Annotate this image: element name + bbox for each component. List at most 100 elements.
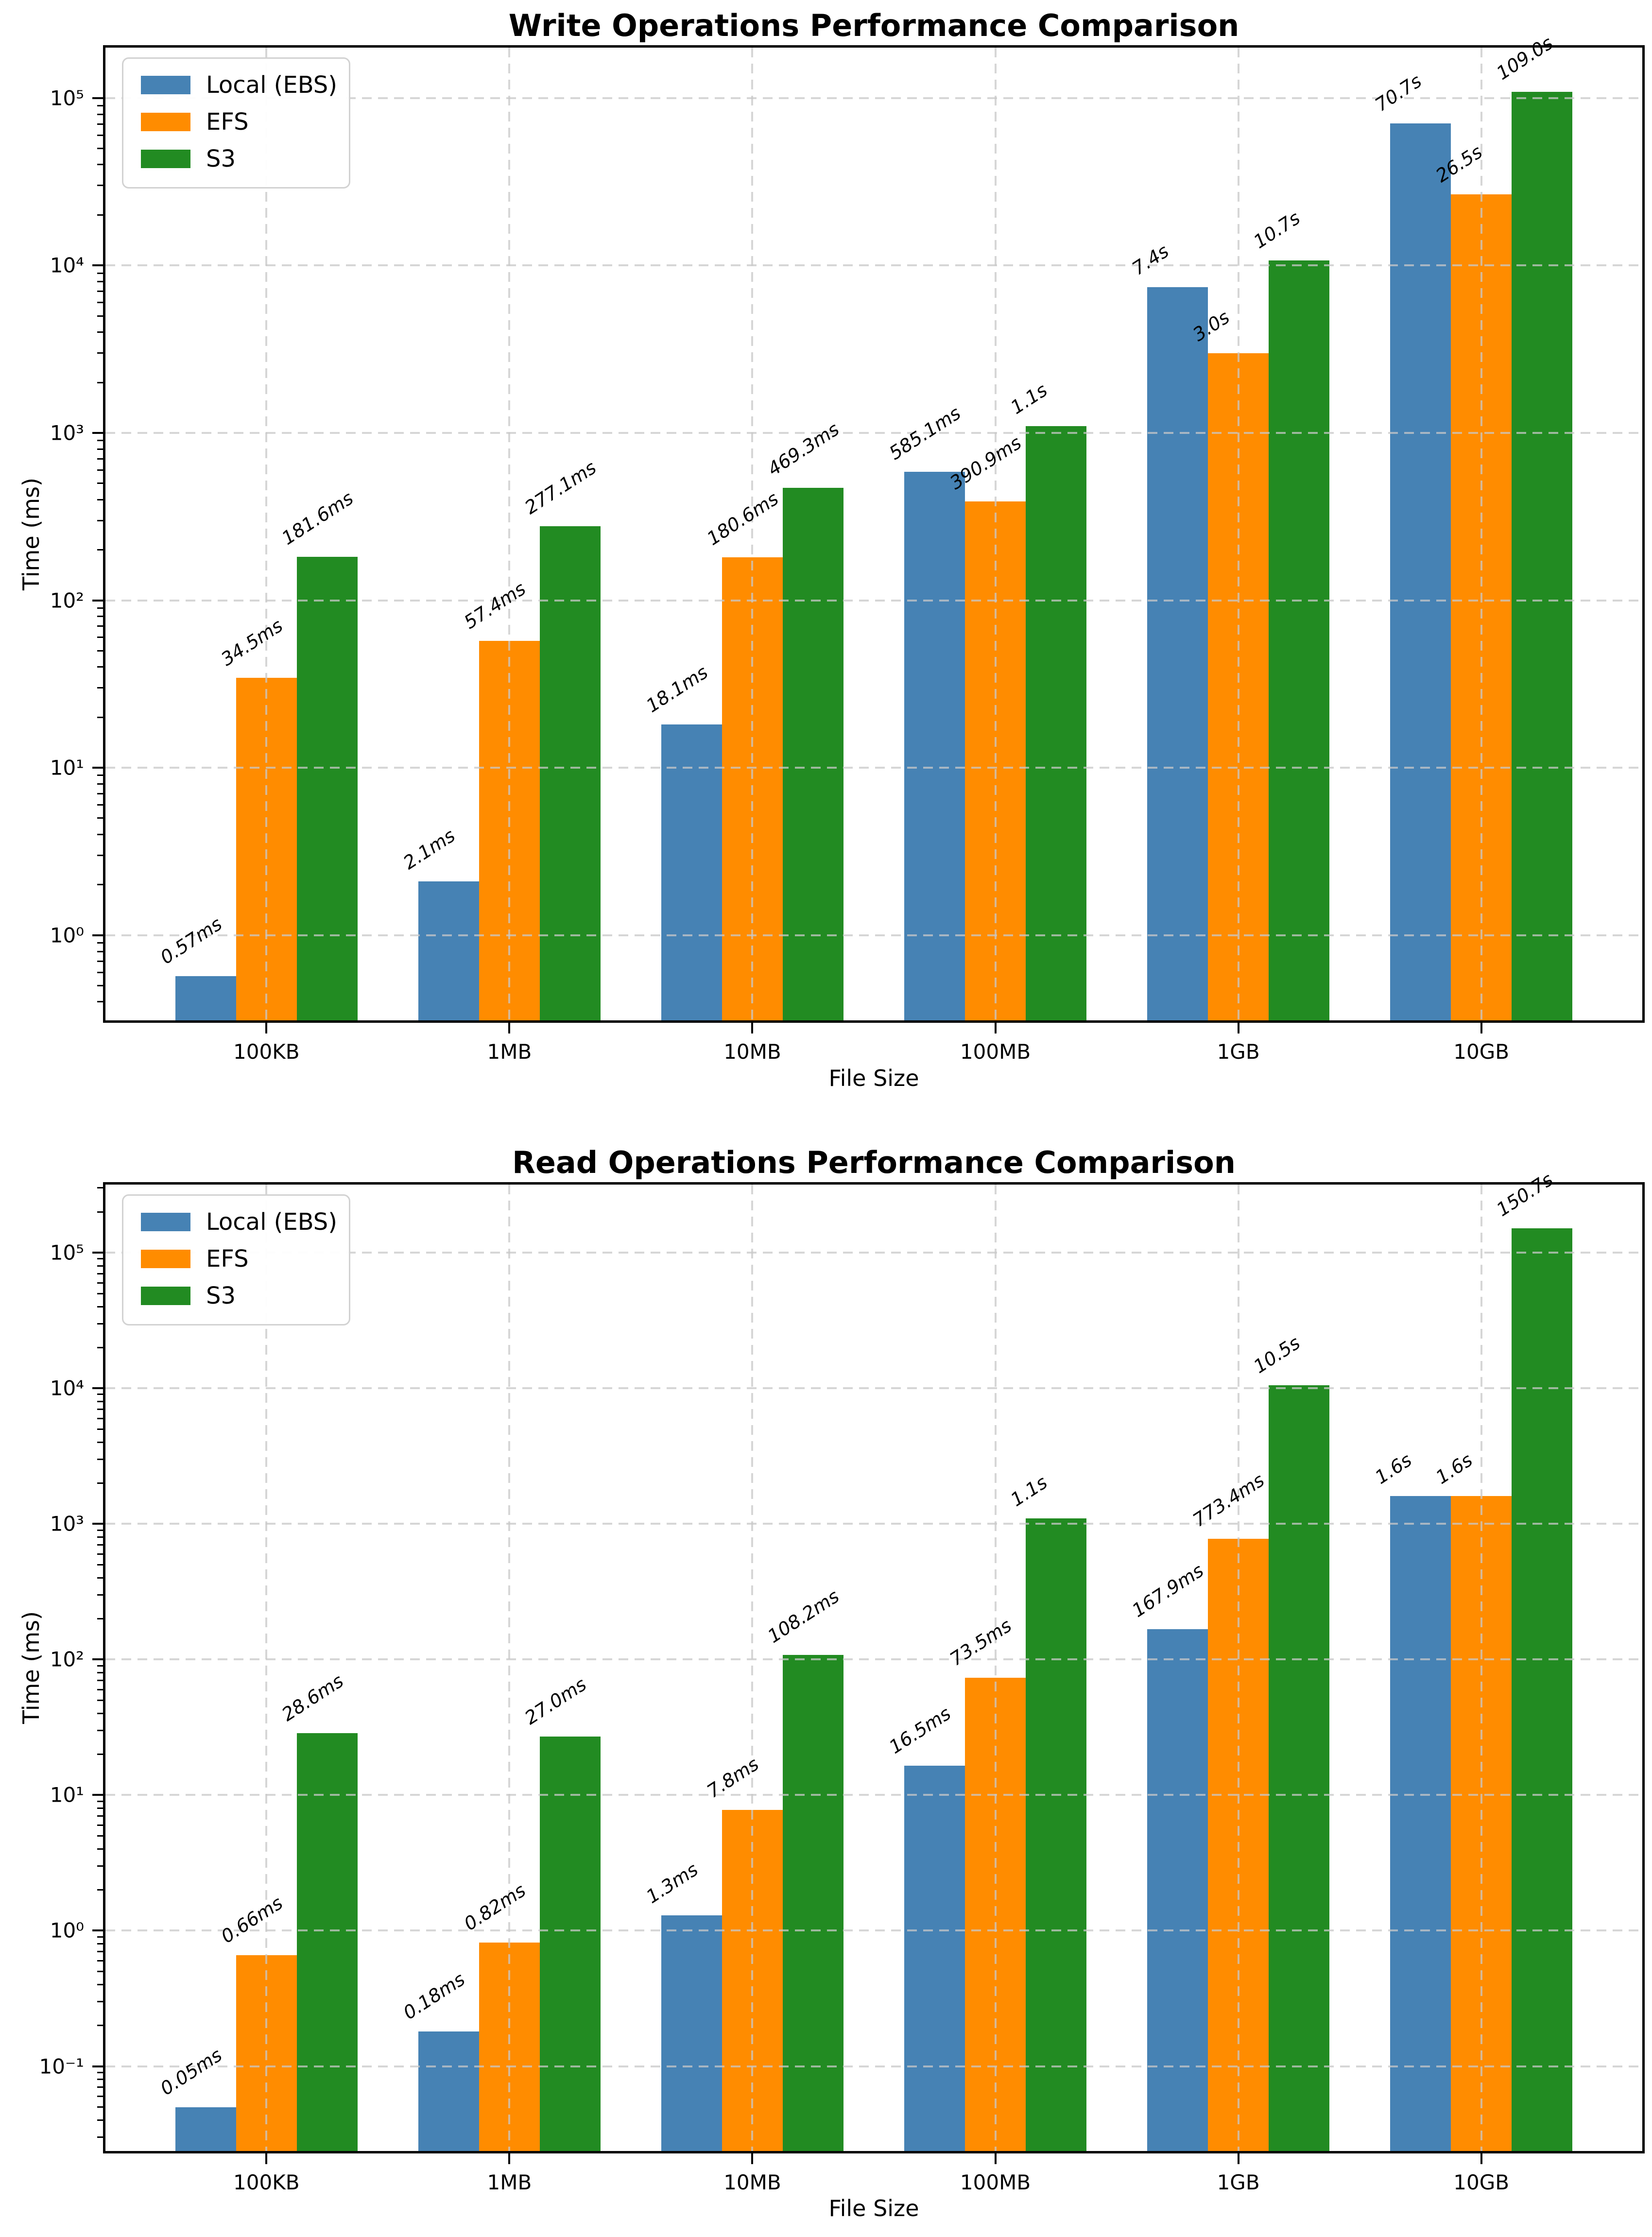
gridline-vertical xyxy=(751,48,754,1020)
y-minor-tick-mark xyxy=(97,281,103,283)
legend: Local (EBS) EFS S3 xyxy=(122,57,350,189)
bar-value-label: 1.1s xyxy=(1007,1471,1051,1511)
gridline-horizontal xyxy=(105,767,1642,769)
y-minor-tick-mark xyxy=(97,1346,103,1348)
y-minor-tick-mark xyxy=(97,716,103,718)
y-minor-tick-mark xyxy=(97,164,103,166)
gridline-vertical xyxy=(1237,1185,1239,2151)
x-tick-mark xyxy=(265,2153,268,2164)
y-minor-tick-mark xyxy=(97,1688,103,1690)
bar-local-ebs--100mb xyxy=(904,472,965,1020)
y-minor-tick-mark xyxy=(97,687,103,689)
bar-value-label: 108.2ms xyxy=(763,1585,843,1647)
y-minor-tick-mark xyxy=(97,469,103,471)
y-minor-tick-mark xyxy=(97,291,103,293)
gridline-horizontal xyxy=(105,264,1642,267)
y-tick-label: 10⁴ xyxy=(50,253,84,277)
legend-label: EFS xyxy=(206,1245,249,1273)
y-tick-mark xyxy=(92,1387,103,1390)
y-tick-label: 10² xyxy=(50,588,84,613)
bar-value-label: 1.6s xyxy=(1371,1449,1416,1489)
bar-s3-1gb xyxy=(1269,260,1330,1020)
legend-swatch-s3-icon xyxy=(141,150,190,168)
bar-value-label: 181.6ms xyxy=(277,487,357,550)
x-tick-mark xyxy=(1480,1023,1482,1033)
y-tick-mark xyxy=(92,2065,103,2067)
gridline-vertical xyxy=(1480,48,1482,1020)
y-axis-label: Time (ms) xyxy=(18,478,44,590)
legend-label: S3 xyxy=(206,1282,236,1309)
y-minor-tick-mark xyxy=(97,637,103,638)
y-minor-tick-mark xyxy=(97,666,103,668)
y-tick-mark xyxy=(92,767,103,769)
y-minor-tick-mark xyxy=(97,482,103,484)
x-tick-label: 1MB xyxy=(487,2170,532,2194)
y-minor-tick-mark xyxy=(97,1211,103,1213)
y-minor-tick-mark xyxy=(97,352,103,354)
bar-value-label: 1.6s xyxy=(1432,1449,1477,1489)
bar-value-label: 2.1ms xyxy=(399,824,459,874)
y-minor-tick-mark xyxy=(97,2095,103,2097)
y-tick-label: 10⁵ xyxy=(50,86,84,110)
legend-item-s3: S3 xyxy=(141,147,344,171)
legend-item-efs: EFS xyxy=(141,1247,344,1271)
gridline-vertical xyxy=(994,48,997,1020)
x-tick-mark xyxy=(1237,1023,1239,1033)
y-minor-tick-mark xyxy=(97,1553,103,1555)
y-tick-mark xyxy=(92,431,103,434)
x-tick-mark xyxy=(1237,2153,1239,2164)
gridline-vertical xyxy=(508,1185,511,2151)
y-minor-tick-mark xyxy=(97,1306,103,1308)
y-minor-tick-mark xyxy=(97,1960,103,1962)
gridline-horizontal xyxy=(105,1252,1642,1254)
y-tick-label: 10⁰ xyxy=(50,923,84,947)
chart-title: Read Operations Performance Comparison xyxy=(512,1145,1236,1180)
legend-swatch-local-ebs-icon xyxy=(141,1213,190,1231)
x-tick-mark xyxy=(265,1023,268,1033)
gridline-horizontal xyxy=(105,431,1642,434)
legend-item-local-ebs: Local (EBS) xyxy=(141,73,344,97)
legend: Local (EBS) EFS S3 xyxy=(122,1194,350,1325)
y-minor-tick-mark xyxy=(97,833,103,835)
y-tick-label: 10¹ xyxy=(50,756,84,780)
y-minor-tick-mark xyxy=(97,1482,103,1484)
y-tick-mark xyxy=(92,97,103,99)
x-tick-mark xyxy=(508,1023,511,1033)
y-minor-tick-mark xyxy=(97,960,103,962)
legend-swatch-local-ebs-icon xyxy=(141,76,190,94)
y-minor-tick-mark xyxy=(97,1936,103,1938)
bar-value-label: 7.4s xyxy=(1128,240,1173,280)
y-tick-mark xyxy=(92,599,103,602)
y-minor-tick-mark xyxy=(97,616,103,618)
y-minor-tick-mark xyxy=(97,1417,103,1419)
bar-value-label: 73.5ms xyxy=(946,1614,1015,1670)
y-minor-tick-mark xyxy=(97,1282,103,1284)
y-minor-tick-mark xyxy=(97,817,103,819)
gridline-horizontal xyxy=(105,1794,1642,1796)
y-minor-tick-mark xyxy=(97,804,103,806)
y-minor-tick-mark xyxy=(97,1680,103,1682)
y-axis-label: Time (ms) xyxy=(18,1611,44,1724)
x-tick-label: 1GB xyxy=(1217,2170,1260,2194)
bar-local-ebs--10mb xyxy=(661,724,722,1020)
y-minor-tick-mark xyxy=(97,971,103,973)
bar-value-label: 1.1s xyxy=(1007,379,1051,418)
y-minor-tick-mark xyxy=(97,1394,103,1395)
y-minor-tick-mark xyxy=(97,440,103,442)
y-minor-tick-mark xyxy=(97,549,103,551)
y-minor-tick-mark xyxy=(97,1865,103,1867)
y-minor-tick-mark xyxy=(97,105,103,106)
x-axis-label: File Size xyxy=(828,1065,919,1091)
x-tick-mark xyxy=(994,2153,997,2164)
bar-value-label: 57.4ms xyxy=(460,577,530,633)
legend-swatch-s3-icon xyxy=(141,1287,190,1305)
gridline-vertical xyxy=(265,48,268,1020)
y-minor-tick-mark xyxy=(97,1712,103,1714)
y-minor-tick-mark xyxy=(97,1594,103,1596)
chart-title: Write Operations Performance Comparison xyxy=(508,8,1239,43)
y-minor-tick-mark xyxy=(97,2079,103,2081)
gridline-horizontal xyxy=(105,1929,1642,1932)
gridline-vertical xyxy=(265,1185,268,2151)
y-minor-tick-mark xyxy=(97,331,103,333)
